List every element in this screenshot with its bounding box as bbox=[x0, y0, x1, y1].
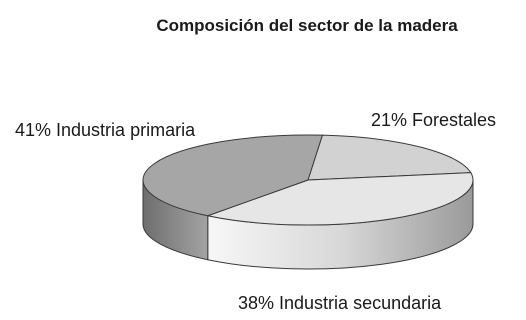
chart-title: Composición del sector de la madera bbox=[156, 16, 458, 35]
pie-slice-forestales bbox=[307, 134, 472, 181]
pie-slice-industria-secundaria bbox=[205, 172, 474, 226]
pie-slice-industria-primaria bbox=[142, 134, 324, 217]
slice-label-industria-secundaria: 38% Industria secundaria bbox=[238, 293, 442, 313]
pie-tops bbox=[142, 134, 474, 226]
slice-label-forestales: 21% Forestales bbox=[371, 110, 496, 130]
slice-label-industria-primaria: 41% Industria primaria bbox=[15, 120, 196, 140]
